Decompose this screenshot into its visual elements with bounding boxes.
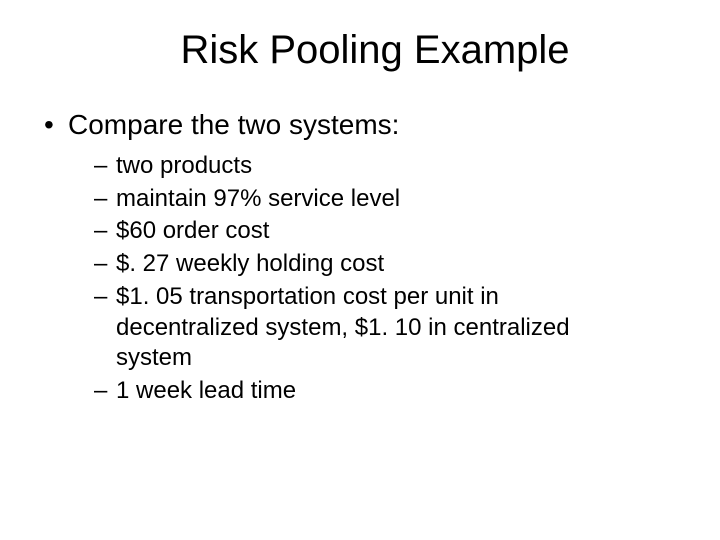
bullet-level2: 1 week lead time [40, 376, 680, 407]
bullet-level2: two products [40, 151, 680, 182]
bullet-level2: $60 order cost [40, 216, 680, 247]
bullet-level1: Compare the two systems: [40, 109, 680, 141]
slide-title: Risk Pooling Example [70, 28, 680, 73]
bullet-level2: $1. 05 transportation cost per unit in d… [40, 282, 680, 374]
bullet-level2: $. 27 weekly holding cost [40, 249, 680, 280]
slide-container: Risk Pooling Example Compare the two sys… [0, 0, 720, 540]
bullet-level2: maintain 97% service level [40, 184, 680, 215]
